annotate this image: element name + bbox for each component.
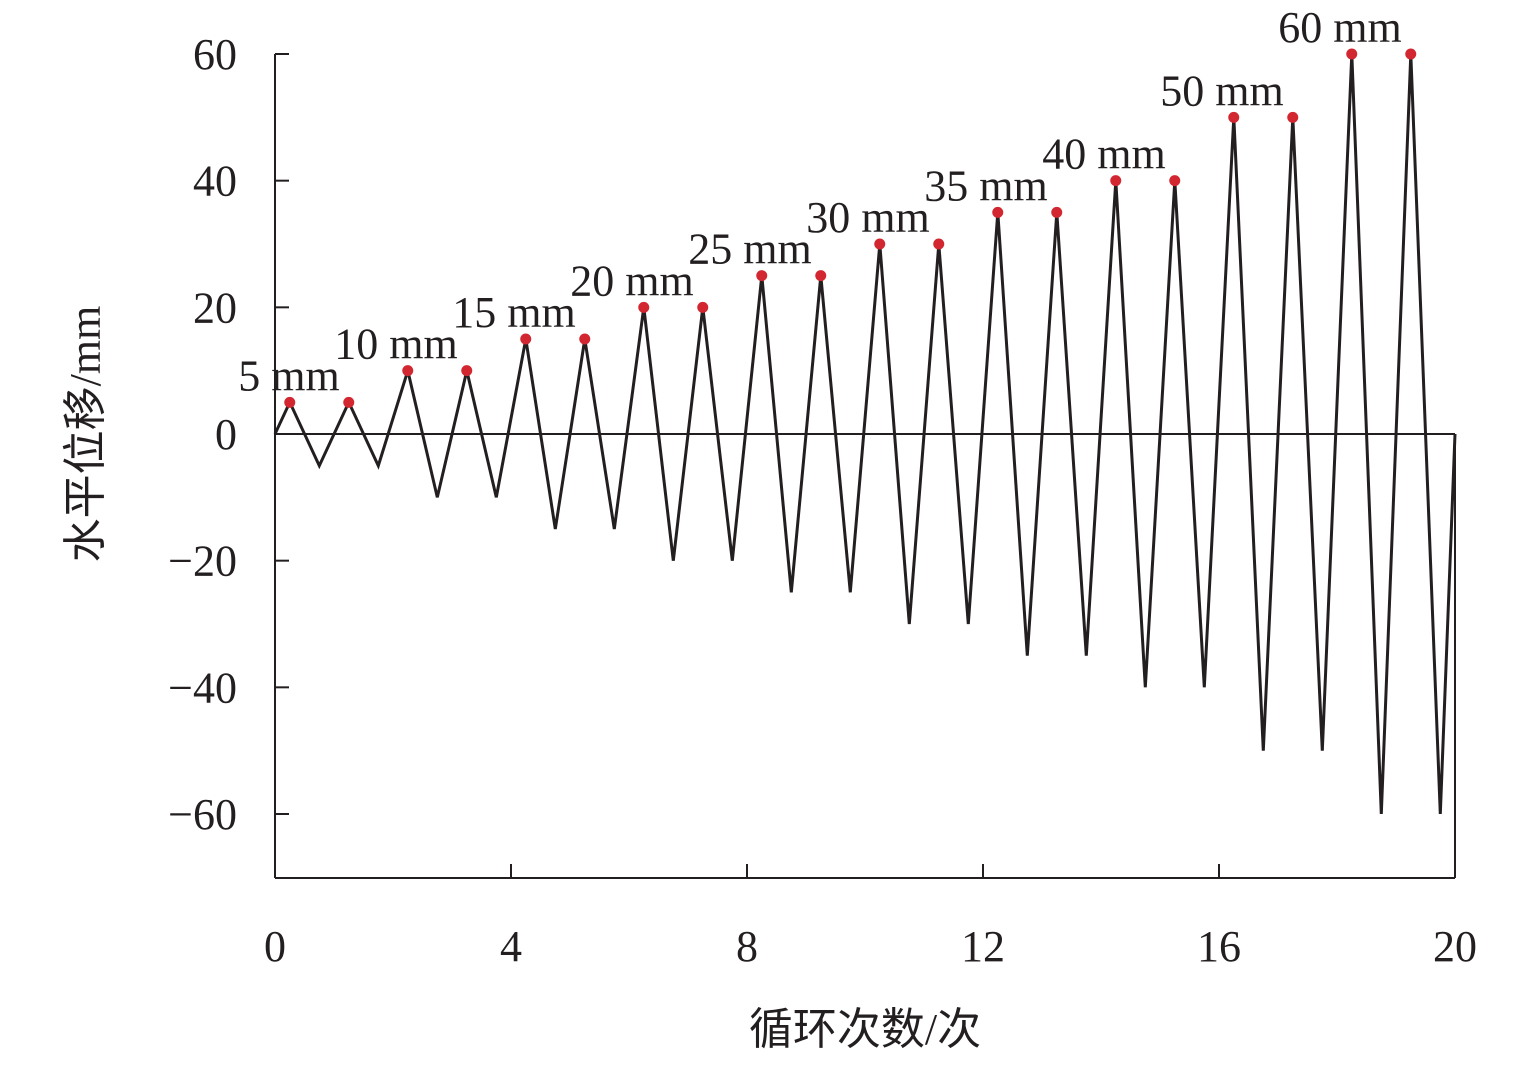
peak-label: 10 mm — [334, 320, 457, 369]
x-tick-label: 8 — [736, 922, 758, 971]
y-tick-label: −20 — [168, 537, 237, 586]
peak-marker — [1405, 48, 1417, 60]
series-line — [273, 53, 1457, 815]
y-tick-label: −60 — [168, 790, 237, 839]
x-tick-label: 16 — [1197, 922, 1241, 971]
peak-marker — [1051, 206, 1063, 218]
peak-label: 15 mm — [452, 288, 575, 337]
peak-marker — [815, 270, 827, 282]
peak-marker — [992, 206, 1004, 218]
peak-marker — [1228, 111, 1240, 123]
peak-marker — [520, 333, 532, 345]
peak-marker — [697, 301, 709, 313]
y-tick-label: 0 — [215, 410, 237, 459]
peak-marker — [1346, 48, 1358, 60]
peak-marker — [874, 238, 886, 250]
peak-markers — [284, 48, 1417, 408]
peak-label: 60 mm — [1278, 3, 1401, 52]
x-tick-label: 0 — [264, 922, 286, 971]
peak-label: 5 mm — [238, 351, 339, 400]
x-tick-label: 12 — [961, 922, 1005, 971]
peak-marker — [284, 396, 296, 408]
y-tick-label: −40 — [168, 663, 237, 712]
peak-label: 40 mm — [1042, 130, 1165, 179]
peak-marker — [402, 365, 414, 377]
peak-marker — [1110, 175, 1122, 187]
peak-marker — [1287, 111, 1299, 123]
series-layer — [273, 53, 1457, 815]
peak-marker — [1169, 175, 1181, 187]
peak-label: 20 mm — [570, 256, 693, 305]
peak-label: 50 mm — [1160, 66, 1283, 115]
peak-marker — [461, 365, 473, 377]
y-tick-label: 20 — [193, 283, 237, 332]
peak-label: 35 mm — [924, 161, 1047, 210]
x-tick-label: 20 — [1433, 922, 1477, 971]
peak-marker — [343, 396, 355, 408]
peak-marker — [756, 270, 768, 282]
y-tick-label: 60 — [193, 30, 237, 79]
peak-marker — [579, 333, 591, 345]
peak-label: 30 mm — [806, 193, 929, 242]
y-axis-title: 水平位移/mm — [61, 306, 110, 563]
y-tick-label: 40 — [193, 157, 237, 206]
x-tick-label: 4 — [500, 922, 522, 971]
peak-marker — [933, 238, 945, 250]
axes: 60 40 20 0 −20 −40 −60 0 4 8 12 16 20 — [168, 30, 1477, 971]
peak-marker — [638, 301, 650, 313]
peak-label: 25 mm — [688, 225, 811, 274]
x-axis-title: 循环次数/次 — [749, 1005, 981, 1054]
